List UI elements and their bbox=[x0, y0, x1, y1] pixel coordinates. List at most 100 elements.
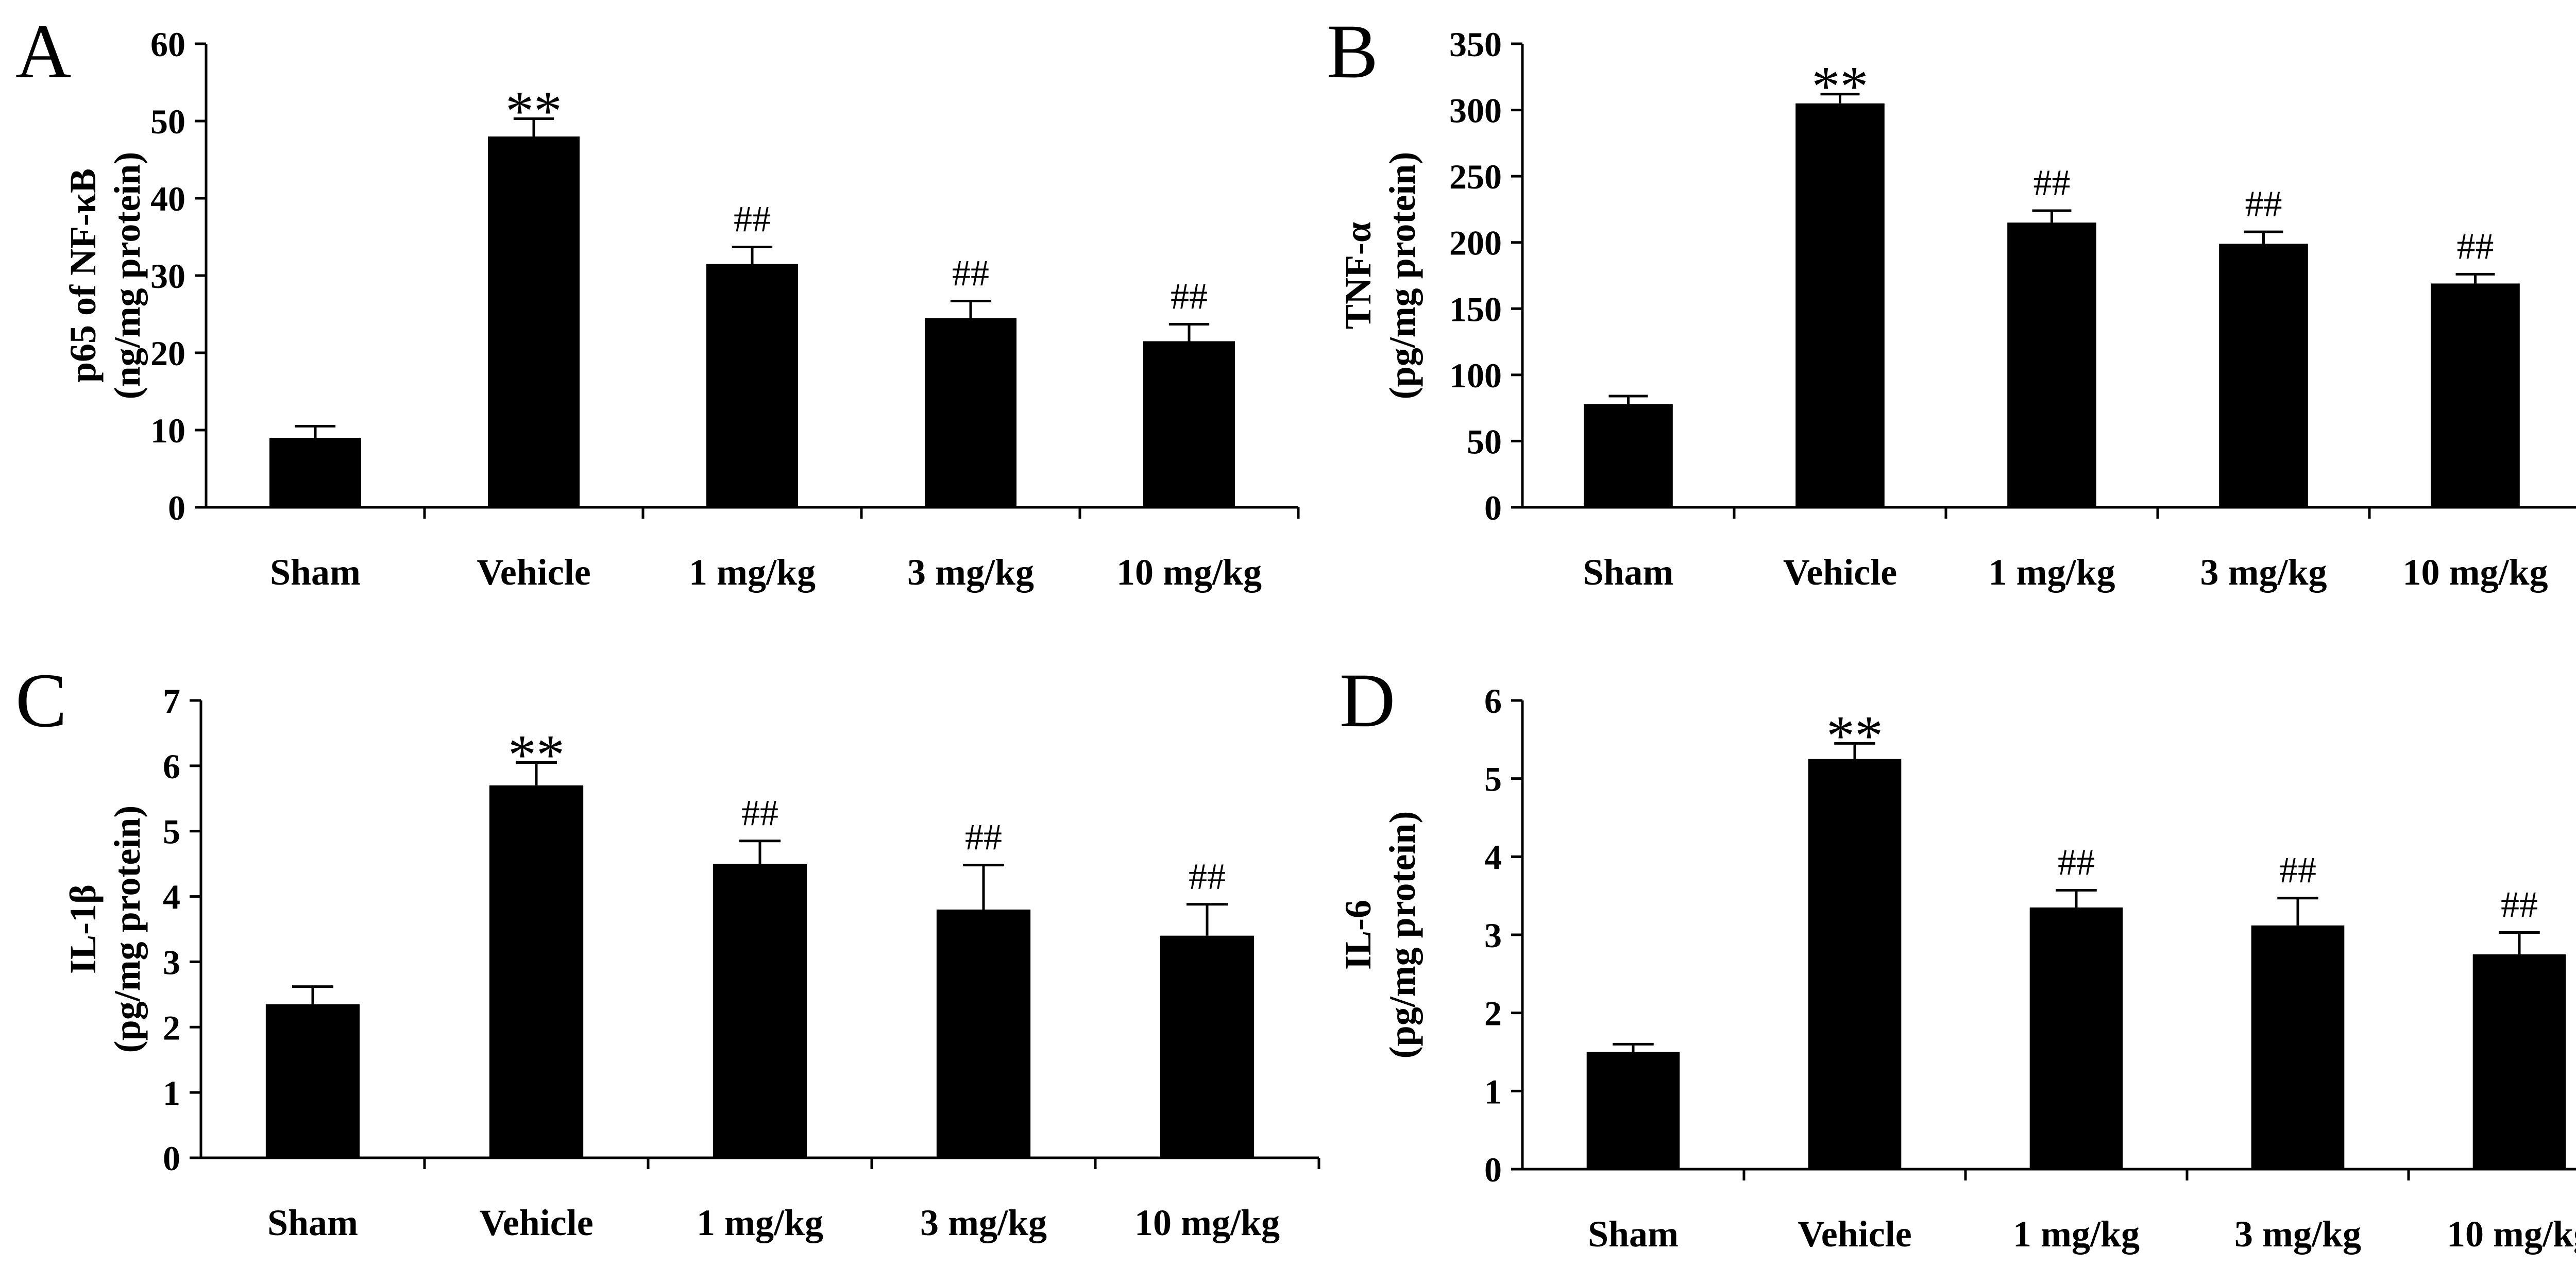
y-tick-label: 300 bbox=[1449, 91, 1502, 130]
bar bbox=[1584, 404, 1673, 507]
y-tick-label: 4 bbox=[163, 878, 180, 917]
hash-label: ## bbox=[1171, 276, 1208, 317]
bar bbox=[713, 864, 807, 1158]
hash-label: ## bbox=[2501, 884, 2538, 925]
category-label: 10 mg/kg bbox=[2447, 1213, 2576, 1255]
y-axis-label: IL-1β(pg/mg protein) bbox=[62, 806, 148, 1053]
y-axis-label-line: IL-6 bbox=[1337, 900, 1379, 970]
y-tick-label: 150 bbox=[1449, 289, 1502, 329]
y-tick-label: 50 bbox=[1467, 422, 1502, 461]
category-label: Sham bbox=[1588, 1213, 1679, 1255]
bar bbox=[489, 785, 584, 1158]
category-label: Vehicle bbox=[479, 1202, 593, 1243]
category-label: 10 mg/kg bbox=[1134, 1202, 1280, 1243]
category-label: 1 mg/kg bbox=[2013, 1213, 2140, 1255]
category-label: Vehicle bbox=[1798, 1213, 1911, 1255]
y-tick-label: 50 bbox=[150, 102, 185, 141]
y-tick-label: 200 bbox=[1449, 224, 1502, 263]
significance-label: ** bbox=[1826, 704, 1883, 767]
y-tick-label: 1 bbox=[163, 1073, 180, 1112]
panel-letter: A bbox=[15, 9, 71, 94]
y-tick-label: 4 bbox=[1484, 837, 1502, 877]
y-axis-label-line: p65 of NF-κB bbox=[62, 168, 104, 383]
bar bbox=[2219, 244, 2308, 507]
significance-label: ** bbox=[1812, 55, 1869, 118]
category-label: 1 mg/kg bbox=[689, 552, 816, 593]
category-label: Vehicle bbox=[477, 552, 590, 593]
category-label: 3 mg/kg bbox=[907, 552, 1034, 593]
bar bbox=[2029, 907, 2123, 1169]
category-label: 1 mg/kg bbox=[1988, 552, 2115, 593]
bar bbox=[706, 264, 799, 507]
panel-letter: D bbox=[1340, 658, 1395, 743]
hash-label: ## bbox=[2033, 162, 2071, 203]
bar bbox=[924, 318, 1017, 507]
panel-letter: B bbox=[1327, 9, 1378, 94]
significance-label: ** bbox=[505, 80, 562, 143]
bar bbox=[1586, 1052, 1680, 1169]
hash-label: ## bbox=[2058, 842, 2095, 883]
y-tick-label: 0 bbox=[1484, 488, 1502, 527]
y-tick-label: 2 bbox=[163, 1008, 180, 1047]
y-tick-label: 60 bbox=[150, 25, 185, 64]
y-tick-label: 6 bbox=[163, 747, 180, 786]
y-tick-label: 5 bbox=[163, 812, 180, 851]
significance-label: ** bbox=[508, 724, 565, 786]
y-tick-label: 20 bbox=[150, 334, 185, 373]
y-tick-label: 40 bbox=[150, 179, 185, 218]
y-tick-label: 1 bbox=[1484, 1072, 1502, 1111]
hash-label: ## bbox=[952, 253, 989, 294]
bar bbox=[2007, 222, 2096, 508]
y-tick-label: 3 bbox=[1484, 916, 1502, 955]
y-tick-label: 3 bbox=[163, 943, 180, 982]
chart-panel-c: C 0 1 2 3 4 5 6 7 Sham ** Vehicle ## 1 mg/kg ## 3 mg/kg… bbox=[15, 658, 1320, 1243]
category-label: 3 mg/kg bbox=[920, 1202, 1047, 1243]
hash-label: ## bbox=[1189, 856, 1226, 897]
bar bbox=[269, 438, 362, 507]
y-axis-label: IL-6(pg/mg protein) bbox=[1337, 811, 1423, 1059]
bar bbox=[2472, 954, 2566, 1169]
hash-label: ## bbox=[741, 793, 778, 834]
y-tick-label: 100 bbox=[1449, 356, 1502, 395]
category-label: Sham bbox=[267, 1202, 358, 1243]
bar bbox=[1808, 759, 1902, 1169]
bar bbox=[1160, 935, 1255, 1158]
bar bbox=[936, 909, 1031, 1158]
hash-label: ## bbox=[2457, 226, 2494, 267]
y-tick-label: 0 bbox=[1484, 1150, 1502, 1189]
chart-panel-b: B 0 50 100 150 200 250 300 350 Sham ** Vehicle ## 1 m… bbox=[1327, 9, 2576, 593]
y-tick-label: 350 bbox=[1449, 25, 1502, 64]
panel-letter: C bbox=[15, 658, 67, 743]
y-axis-label-line: (pg/mg protein) bbox=[1382, 152, 1423, 400]
category-label: 3 mg/kg bbox=[2200, 552, 2327, 593]
category-label: Vehicle bbox=[1783, 552, 1897, 593]
chart-panel-a: A 0 10 20 30 40 50 60 Sham ** Vehicle ## 1 mg/kg ## 3 … bbox=[15, 9, 1300, 593]
y-tick-label: 7 bbox=[163, 681, 180, 721]
y-tick-label: 2 bbox=[1484, 994, 1502, 1033]
y-tick-label: 250 bbox=[1449, 157, 1502, 196]
y-axis-label: TNF-α(pg/mg protein) bbox=[1337, 152, 1423, 400]
y-axis-label-line: TNF-α bbox=[1337, 222, 1379, 329]
y-tick-label: 5 bbox=[1484, 760, 1502, 799]
chart-panel-d: D 0 1 2 3 4 5 6 Sham ** Vehicle ## 1 mg/kg ## 3 mg/kg #… bbox=[1337, 658, 2576, 1255]
hash-label: ## bbox=[965, 817, 1002, 858]
y-axis-label-line: (pg/mg protein) bbox=[107, 806, 148, 1053]
category-label: Sham bbox=[1583, 552, 1673, 593]
bar bbox=[487, 136, 580, 507]
hash-label: ## bbox=[2245, 183, 2282, 225]
y-axis-label-line: (ng/mg protein) bbox=[107, 152, 148, 400]
bar bbox=[1143, 341, 1235, 507]
bar bbox=[265, 1004, 360, 1158]
y-tick-label: 30 bbox=[150, 256, 185, 296]
bar bbox=[1795, 103, 1885, 507]
category-label: Sham bbox=[270, 552, 361, 593]
category-label: 3 mg/kg bbox=[2234, 1213, 2361, 1255]
bar bbox=[2431, 283, 2520, 507]
y-axis-label: p65 of NF-κB(ng/mg protein) bbox=[62, 152, 148, 400]
hash-label: ## bbox=[2279, 850, 2316, 891]
y-tick-label: 6 bbox=[1484, 681, 1502, 721]
hash-label: ## bbox=[734, 199, 771, 240]
bar bbox=[2251, 925, 2345, 1169]
y-tick-label: 0 bbox=[163, 1139, 180, 1178]
